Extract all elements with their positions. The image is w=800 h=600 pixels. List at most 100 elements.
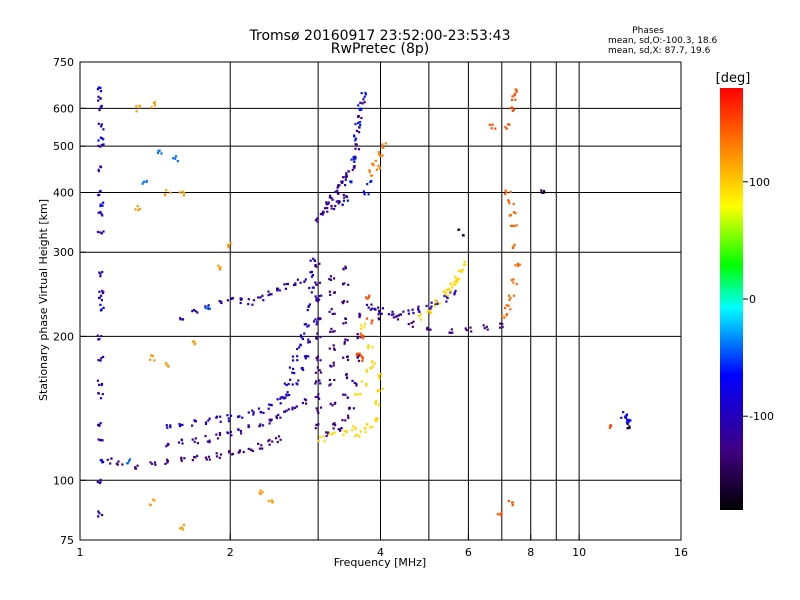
data-point bbox=[377, 164, 380, 167]
data-point bbox=[345, 172, 348, 175]
data-point bbox=[231, 297, 234, 300]
data-point bbox=[191, 459, 194, 462]
data-point bbox=[362, 190, 365, 193]
data-point bbox=[332, 361, 335, 364]
data-point bbox=[165, 445, 168, 448]
data-point bbox=[334, 204, 337, 208]
data-point bbox=[469, 326, 472, 329]
data-point bbox=[227, 244, 230, 247]
data-point bbox=[369, 366, 372, 369]
data-point bbox=[333, 291, 336, 294]
data-point bbox=[257, 442, 260, 445]
data-point bbox=[319, 359, 322, 362]
data-point bbox=[609, 424, 612, 427]
data-point bbox=[252, 299, 255, 302]
data-point bbox=[99, 90, 103, 93]
data-point bbox=[430, 305, 433, 308]
data-point bbox=[353, 134, 356, 137]
data-point bbox=[136, 205, 139, 208]
data-point bbox=[365, 317, 369, 320]
data-point bbox=[396, 315, 399, 318]
data-point bbox=[100, 299, 103, 302]
data-point bbox=[342, 300, 346, 303]
y-axis-ticks: 75 100 200 300 400 500 600 750 bbox=[53, 56, 86, 547]
data-point bbox=[342, 356, 345, 359]
data-point bbox=[363, 193, 366, 196]
data-point bbox=[622, 411, 625, 414]
data-point bbox=[426, 326, 429, 329]
data-point bbox=[361, 357, 364, 360]
data-point bbox=[355, 129, 358, 132]
data-point bbox=[381, 387, 384, 390]
data-point bbox=[303, 332, 306, 335]
data-point bbox=[311, 273, 314, 277]
data-point bbox=[99, 272, 102, 275]
data-point bbox=[331, 433, 334, 436]
data-point bbox=[375, 419, 378, 422]
y-tick-label: 200 bbox=[53, 330, 74, 343]
data-point bbox=[374, 159, 377, 162]
data-point bbox=[627, 420, 630, 423]
data-point bbox=[158, 149, 161, 152]
data-point bbox=[241, 416, 244, 419]
data-point bbox=[276, 398, 279, 401]
data-point bbox=[505, 191, 508, 194]
data-point bbox=[333, 402, 336, 405]
data-point bbox=[488, 123, 491, 126]
data-point bbox=[240, 432, 243, 435]
data-point bbox=[384, 142, 387, 145]
data-point bbox=[504, 126, 507, 129]
data-point bbox=[365, 382, 368, 386]
data-point bbox=[358, 312, 361, 315]
data-point bbox=[314, 281, 317, 284]
data-point bbox=[100, 294, 103, 297]
data-point bbox=[361, 355, 364, 359]
data-point bbox=[399, 313, 402, 316]
data-point bbox=[98, 512, 101, 515]
data-point bbox=[100, 143, 103, 147]
data-point bbox=[97, 438, 100, 441]
data-point bbox=[347, 283, 350, 286]
data-point bbox=[447, 287, 450, 290]
data-point bbox=[326, 206, 329, 210]
data-point bbox=[346, 339, 349, 342]
data-point bbox=[285, 393, 288, 396]
data-point bbox=[355, 384, 358, 387]
data-point bbox=[360, 327, 363, 330]
data-point bbox=[322, 435, 325, 438]
data-point bbox=[426, 328, 429, 331]
data-point bbox=[315, 337, 318, 340]
data-point bbox=[257, 407, 261, 410]
data-point bbox=[429, 307, 432, 310]
data-point bbox=[318, 436, 321, 439]
data-point bbox=[513, 94, 516, 97]
data-point bbox=[288, 366, 291, 369]
data-point bbox=[333, 207, 336, 211]
data-point bbox=[509, 190, 512, 194]
data-point bbox=[300, 367, 303, 370]
data-point bbox=[343, 196, 346, 199]
data-point bbox=[345, 430, 348, 433]
y-tick-label: 400 bbox=[53, 186, 74, 199]
data-point bbox=[208, 417, 211, 420]
data-point bbox=[412, 320, 415, 323]
data-point bbox=[227, 431, 230, 435]
data-point bbox=[102, 128, 105, 131]
data-point bbox=[455, 281, 458, 284]
data-point bbox=[365, 296, 368, 299]
data-point bbox=[378, 311, 381, 314]
data-point bbox=[332, 423, 335, 426]
data-point bbox=[321, 211, 324, 214]
data-point bbox=[346, 355, 349, 358]
data-point bbox=[99, 203, 102, 206]
data-point bbox=[259, 423, 262, 426]
data-point bbox=[160, 152, 163, 155]
data-point bbox=[178, 191, 181, 194]
data-point bbox=[374, 417, 378, 420]
data-point bbox=[420, 313, 423, 316]
data-point bbox=[491, 123, 494, 126]
data-point bbox=[325, 203, 328, 206]
data-point bbox=[100, 383, 103, 387]
data-point bbox=[316, 332, 319, 335]
